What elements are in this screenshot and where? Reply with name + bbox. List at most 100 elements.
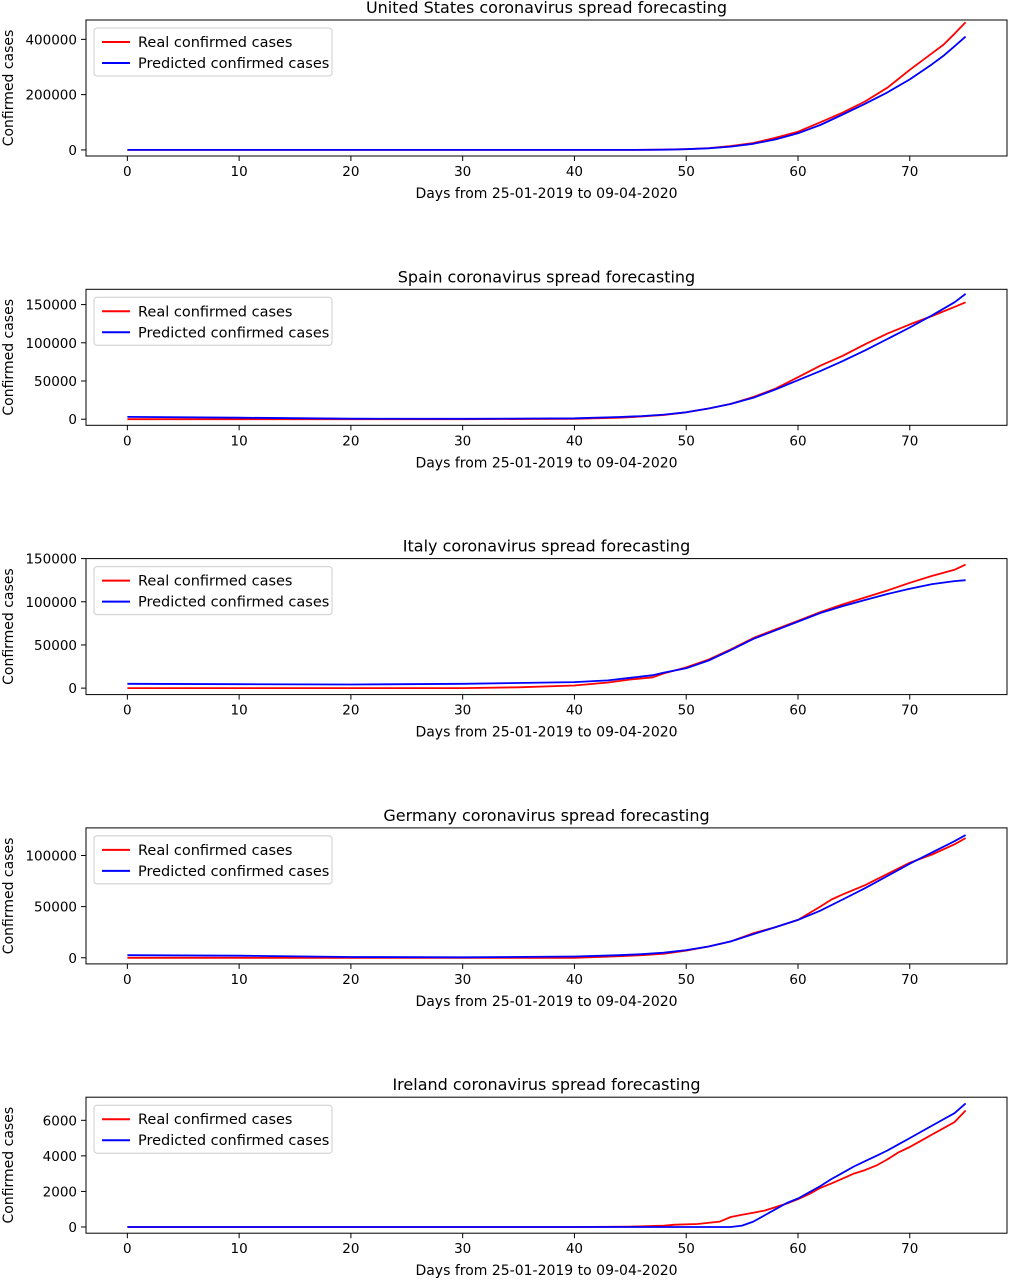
chart-panel-1: Spain coronavirus spread forecasting 0 10 2… (1, 267, 1008, 471)
series-line-predicted (127, 35, 967, 151)
y-tick-label: 100000 (25, 849, 77, 865)
y-tick-label: 400000 (25, 32, 77, 48)
series-line-real (127, 1109, 967, 1228)
x-axis-label: Days from 25-01-2019 to 09-04-2020 (415, 455, 677, 471)
legend-box (93, 1104, 333, 1154)
legend: Real confirmed cases Predicted confirmed … (93, 296, 333, 346)
y-axis-label: Confirmed cases (1, 838, 17, 955)
x-tick-label: 0 (123, 703, 132, 719)
y-tick-label: 100000 (25, 595, 77, 611)
y-tick-label: 0 (68, 143, 77, 159)
x-tick-label: 40 (566, 703, 583, 719)
x-tick-label: 0 (123, 164, 132, 180)
x-tick-label: 50 (678, 972, 695, 988)
x-tick-label: 0 (123, 1241, 132, 1257)
x-tick-label: 60 (789, 164, 806, 180)
legend-label-predicted: Predicted confirmed cases (138, 595, 329, 611)
y-tick-label: 0 (68, 951, 77, 967)
x-tick-label: 60 (789, 433, 806, 449)
y-axis-label: Confirmed cases (1, 568, 17, 685)
legend-box (93, 835, 333, 885)
y-tick-label: 0 (68, 681, 77, 697)
legend-label-real: Real confirmed cases (138, 35, 293, 51)
x-tick-label: 20 (342, 703, 359, 719)
x-axis-label: Days from 25-01-2019 to 09-04-2020 (415, 1263, 677, 1279)
y-tick-label: 150000 (25, 552, 77, 568)
legend: Real confirmed cases Predicted confirmed … (93, 1104, 333, 1154)
x-tick-label: 50 (678, 164, 695, 180)
x-tick-label: 30 (454, 1241, 471, 1257)
y-axis-label: Confirmed cases (1, 1107, 17, 1224)
y-tick-label: 4000 (43, 1149, 77, 1165)
plot-frame (85, 288, 1008, 426)
x-tick-label: 10 (231, 1241, 248, 1257)
legend-label-predicted: Predicted confirmed cases (138, 325, 329, 341)
y-tick-label: 6000 (43, 1113, 77, 1129)
x-tick-label: 30 (454, 703, 471, 719)
chart-title: Italy coronavirus spread forecasting (403, 537, 690, 556)
x-tick-label: 20 (342, 972, 359, 988)
chart-panel-2: Italy coronavirus spread forecasting 0 10 2… (1, 537, 1008, 741)
x-tick-label: 20 (342, 433, 359, 449)
y-tick-label: 2000 (43, 1184, 77, 1200)
legend: Real confirmed cases Predicted confirmed … (93, 27, 333, 77)
x-tick-label: 70 (901, 164, 918, 180)
x-tick-label: 10 (231, 972, 248, 988)
chart-panel-4: Ireland coronavirus spread forecasting 0 1… (1, 1075, 1008, 1279)
legend-label-predicted: Predicted confirmed cases (138, 1133, 329, 1149)
x-tick-label: 60 (789, 703, 806, 719)
y-tick-label: 50000 (34, 900, 77, 916)
x-tick-label: 70 (901, 433, 918, 449)
series-line-predicted (127, 834, 967, 959)
x-tick-label: 60 (789, 972, 806, 988)
legend: Real confirmed cases Predicted confirmed … (93, 566, 333, 616)
legend-label-real: Real confirmed cases (138, 843, 293, 859)
x-tick-label: 30 (454, 164, 471, 180)
legend: Real confirmed cases Predicted confirmed … (93, 835, 333, 885)
y-axis-label: Confirmed cases (1, 30, 17, 147)
series-line-predicted (127, 579, 966, 686)
legend-label-real: Real confirmed cases (138, 574, 293, 590)
legend-label-predicted: Predicted confirmed cases (138, 56, 329, 72)
x-tick-label: 40 (566, 164, 583, 180)
chart-title: Spain coronavirus spread forecasting (398, 267, 695, 286)
chart-panel-0: United States coronavirus spread forecas… (1, 0, 1008, 202)
y-tick-label: 50000 (34, 374, 77, 390)
legend-box (93, 27, 333, 77)
y-tick-label: 100000 (25, 336, 77, 352)
x-tick-label: 70 (901, 703, 918, 719)
x-tick-label: 20 (342, 1241, 359, 1257)
plot-frame (85, 19, 1008, 157)
x-tick-label: 0 (123, 972, 132, 988)
x-tick-label: 10 (231, 433, 248, 449)
plot-frame (85, 1096, 1008, 1234)
legend-label-predicted: Predicted confirmed cases (138, 864, 329, 880)
legend-label-real: Real confirmed cases (138, 304, 293, 320)
series-line-predicted (127, 293, 967, 420)
y-tick-label: 150000 (25, 298, 77, 314)
plot-frame (85, 827, 1008, 965)
chart-title: Ireland coronavirus spread forecasting (392, 1075, 700, 1094)
x-axis-label: Days from 25-01-2019 to 09-04-2020 (415, 186, 677, 202)
y-tick-label: 50000 (34, 638, 77, 654)
legend-box (93, 566, 333, 616)
x-tick-label: 0 (123, 433, 132, 449)
x-tick-label: 50 (678, 703, 695, 719)
series-line-predicted (127, 1102, 967, 1228)
x-tick-label: 50 (678, 1241, 695, 1257)
y-tick-label: 0 (68, 1220, 77, 1236)
y-tick-label: 200000 (25, 88, 77, 104)
x-axis-label: Days from 25-01-2019 to 09-04-2020 (415, 725, 677, 741)
x-tick-label: 40 (566, 972, 583, 988)
x-tick-label: 40 (566, 1241, 583, 1257)
x-tick-label: 30 (454, 433, 471, 449)
plot-frame (85, 558, 1008, 696)
x-tick-label: 10 (231, 703, 248, 719)
x-tick-label: 30 (454, 972, 471, 988)
x-axis-label: Days from 25-01-2019 to 09-04-2020 (415, 994, 677, 1010)
chart-title: Germany coronavirus spread forecasting (383, 806, 709, 825)
x-tick-label: 10 (231, 164, 248, 180)
legend-box (93, 296, 333, 346)
legend-label-real: Real confirmed cases (138, 1112, 293, 1128)
